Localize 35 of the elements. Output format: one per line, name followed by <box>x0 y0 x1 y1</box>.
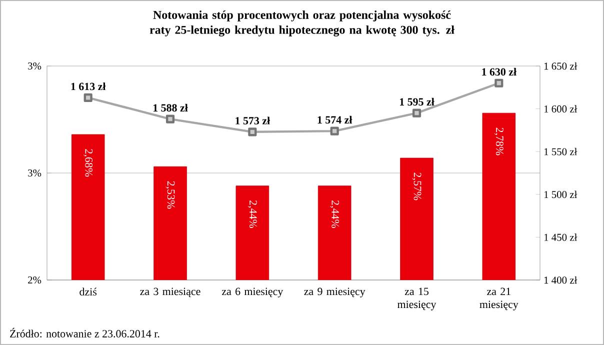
point <box>494 78 504 88</box>
y2-tick-label: 1 450 zł <box>544 234 578 241</box>
point <box>84 93 92 102</box>
y2-tick-label: 1 600 zł <box>544 105 578 112</box>
y-tick-label: 3% <box>28 62 42 70</box>
data-label: 1 595 zł <box>400 98 434 106</box>
data-label: 2,44% <box>330 200 340 228</box>
y2-tick-label: 1 500 zł <box>544 190 578 198</box>
data-label: 2,57% <box>412 172 422 200</box>
data-label: 2,68% <box>84 149 93 177</box>
x-tick-label: dziś <box>80 288 97 296</box>
point <box>248 128 257 136</box>
point <box>166 114 175 124</box>
data-label: 1 574 zł <box>318 116 352 124</box>
y-tick-label: 2% <box>28 276 42 284</box>
y2-tick-label: 1 550 zł <box>544 148 578 156</box>
data-label: 2,44% <box>248 200 257 228</box>
x-tick-label: za 15 miesięcy <box>398 288 436 310</box>
data-label: 2,53% <box>166 181 175 209</box>
x-tick-label: za 3 miesiące <box>140 288 200 298</box>
x-tick-label: za 21 miesięcy <box>480 288 518 310</box>
y-tick-label: 3% <box>28 169 42 177</box>
text: Źródło: notowanie z 23.06.2014 r. <box>10 328 160 338</box>
data-label: 1 573 zł <box>236 116 270 124</box>
data-label: 1 613 zł <box>71 82 106 90</box>
y2-tick-label: 1 650 zł <box>544 62 578 70</box>
chart-title: Notowania stóp procentowych oraz potencjalna wysokość raty 25-letniego kredytu hipotecznego na kwotę 300 tys. zł <box>150 10 454 36</box>
data-label: 2,78% <box>494 128 504 156</box>
y2-tick-label: 1 400 zł <box>544 276 578 284</box>
point <box>330 126 339 136</box>
point <box>412 108 422 118</box>
data-label: 1 630 zł <box>482 68 517 76</box>
x-tick-label: za 6 miesięcy <box>222 288 284 298</box>
x-tick-label: za 9 miesięcy <box>304 288 366 298</box>
data-label: 1 588 zł <box>153 104 188 112</box>
